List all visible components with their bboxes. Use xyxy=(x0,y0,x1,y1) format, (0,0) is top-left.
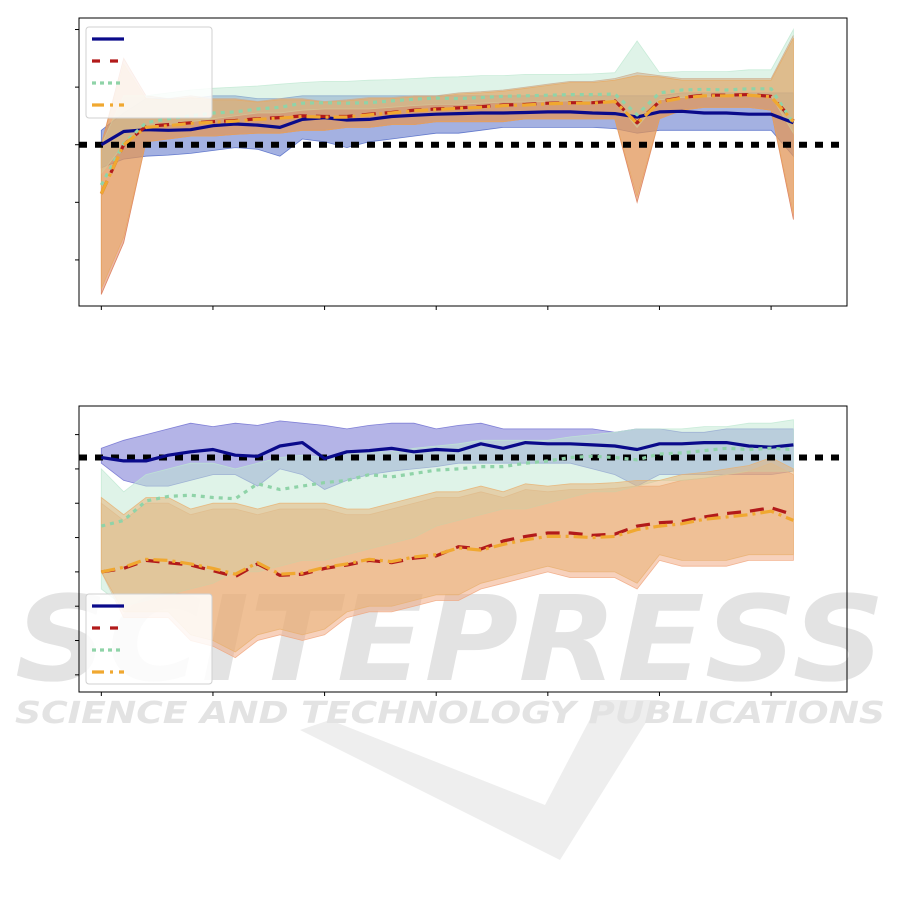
bottom-chart-series-lines xyxy=(100,441,795,579)
top-chart-confidence-bands xyxy=(100,27,794,295)
top-chart-series-lines xyxy=(99,87,795,195)
top-line-series-1 xyxy=(100,109,794,147)
bottom-chart-confidence-bands xyxy=(100,419,794,659)
bottom-chart-axis-ticks xyxy=(75,434,772,696)
bottom-chart-plot-frame xyxy=(78,405,848,693)
watermark-tagline-text: SCIENCE AND TECHNOLOGY PUBLICATIONS xyxy=(15,696,885,731)
bottom-line-series-3 xyxy=(100,446,794,528)
top-chart-plot-frame xyxy=(78,17,848,307)
top-line-series-3 xyxy=(99,87,795,186)
bottom-band-series-4 xyxy=(100,457,794,653)
top-legend-box xyxy=(85,26,213,119)
bottom-line-series-1 xyxy=(101,441,794,463)
top-chart-axis-ticks xyxy=(75,29,772,310)
top-chart xyxy=(75,17,848,310)
bottom-line-series-4 xyxy=(100,509,795,576)
watermark-swoosh-mark xyxy=(300,700,660,860)
bottom-chart-legend xyxy=(85,593,213,685)
top-chart-legend xyxy=(85,26,213,119)
bottom-chart xyxy=(75,405,848,696)
bottom-legend-box xyxy=(85,593,213,685)
top-line-series-4 xyxy=(99,93,795,195)
top-band-series-4 xyxy=(100,38,794,289)
